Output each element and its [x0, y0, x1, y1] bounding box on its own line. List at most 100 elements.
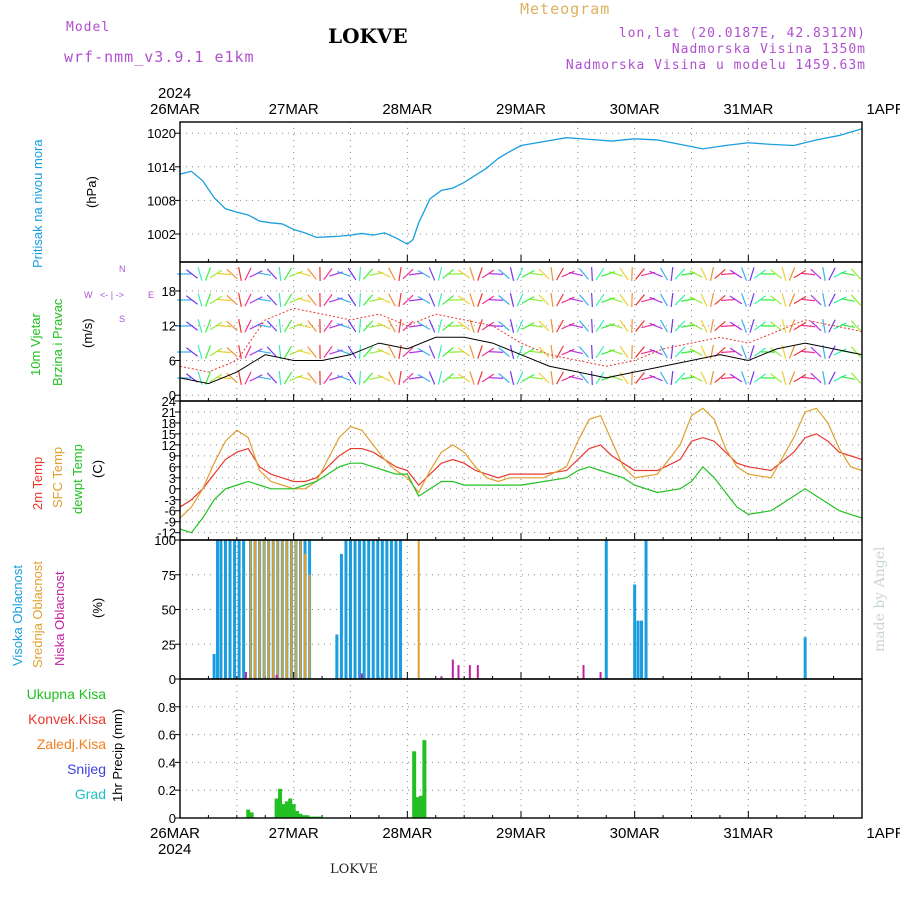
wind-barb — [408, 376, 424, 380]
t2m-line — [179, 433, 863, 508]
wind-barb — [358, 318, 362, 334]
wind-barb — [358, 292, 362, 308]
wind-barb — [402, 372, 414, 384]
wind-barb — [498, 373, 510, 383]
wind-barb — [238, 319, 242, 333]
wind-barb — [388, 267, 396, 281]
cloud-high-bar — [219, 540, 223, 679]
bottom-date-label: 26MAR — [150, 825, 200, 842]
wind-barb — [289, 270, 303, 278]
wind-barb — [749, 319, 755, 333]
top-year-label: 2024 — [158, 85, 191, 102]
wind-barb — [238, 371, 242, 385]
precip-bar — [415, 797, 420, 818]
wind-barb — [753, 373, 767, 383]
wind-barb — [720, 298, 736, 302]
wind-barb — [337, 297, 351, 303]
wind-barb — [278, 292, 282, 308]
wind-barb — [850, 346, 862, 358]
wind-barb — [197, 345, 203, 359]
wind-barb — [700, 267, 708, 281]
cloud-high-bar — [362, 540, 366, 679]
cloud-mid-bar — [254, 540, 257, 679]
top-date-label: 28MAR — [382, 101, 432, 118]
wind-barb — [793, 373, 807, 383]
wind-barb — [528, 298, 544, 302]
wind-barb — [569, 375, 583, 381]
wind-barb — [481, 373, 495, 383]
wind-barb — [297, 297, 311, 303]
wind-barb — [828, 371, 836, 385]
wind-barb — [659, 319, 669, 333]
wind-barb — [841, 298, 855, 302]
wind-barb — [509, 319, 515, 333]
wind-barb — [469, 319, 475, 333]
wind-barb — [216, 298, 232, 302]
wind-barb — [186, 269, 198, 279]
wind-barb — [398, 292, 402, 308]
y-tick-label: 0.4 — [158, 755, 176, 770]
panel-frame — [179, 400, 863, 541]
wind-barb — [362, 268, 374, 280]
wind-barb — [538, 268, 550, 280]
cloud-mid-bar — [417, 540, 420, 679]
wind-barb — [469, 293, 475, 307]
wind-barb — [204, 293, 212, 307]
wind-barb — [689, 270, 703, 278]
top-date-label: 27MAR — [269, 101, 319, 118]
model-altitude-label: Nadmorska Visina u modelu 1459.63m — [565, 58, 866, 73]
wind-barb — [388, 319, 396, 333]
wind-barb — [408, 298, 424, 302]
wind-barb — [635, 372, 645, 384]
wind-barb — [528, 324, 544, 328]
wind-barb — [810, 268, 822, 280]
wind-barb — [457, 295, 471, 305]
y-tick-label: 0.8 — [158, 700, 176, 715]
precip-bar — [305, 815, 310, 818]
wind-barb — [850, 294, 862, 306]
wind-barb — [347, 293, 357, 307]
wind-barb — [216, 376, 232, 380]
cloud-high-bar — [394, 540, 398, 679]
wind-barb — [216, 272, 232, 276]
cloud-mid-bar — [263, 540, 266, 679]
y-tick-label: 12 — [162, 319, 176, 334]
cloud-mid-bar — [258, 540, 261, 679]
wind-barb — [428, 319, 436, 333]
wind-barb — [788, 319, 796, 333]
wind-barb — [561, 322, 575, 330]
wind-barb — [714, 320, 726, 332]
wind-barb — [550, 318, 554, 334]
wind-barb — [278, 370, 282, 386]
wind-barb — [266, 268, 278, 280]
wind-barb — [556, 267, 564, 281]
wind-barb — [437, 267, 443, 281]
wind-barb — [477, 345, 483, 359]
wind-barb — [793, 295, 807, 305]
wind-barb — [550, 292, 554, 308]
wind-barb — [770, 269, 782, 279]
wind-barb — [556, 293, 564, 307]
wind-barb — [362, 346, 374, 358]
top-date-label: 30MAR — [610, 101, 660, 118]
wind-barb — [561, 374, 575, 382]
wind-barb — [828, 267, 836, 281]
compass-e: E — [148, 290, 154, 300]
wind-barb — [538, 294, 550, 306]
wind-barb — [770, 321, 782, 331]
bottom-date-label: 30MAR — [610, 825, 660, 842]
wind-barb — [649, 296, 663, 304]
wind-barb — [477, 319, 483, 333]
cloud-high-bar — [335, 634, 339, 679]
wind-barb — [729, 373, 743, 383]
wind-barb — [398, 370, 402, 386]
wind-barb — [509, 371, 515, 385]
wind-barb — [457, 347, 471, 357]
wind-barb — [528, 376, 544, 380]
wind-barb — [289, 374, 303, 382]
wind-barb — [289, 296, 303, 304]
wind-barb — [323, 371, 333, 385]
cloud-high-bar — [223, 540, 227, 679]
wind-barb — [810, 320, 822, 332]
wind-barb — [781, 371, 787, 385]
